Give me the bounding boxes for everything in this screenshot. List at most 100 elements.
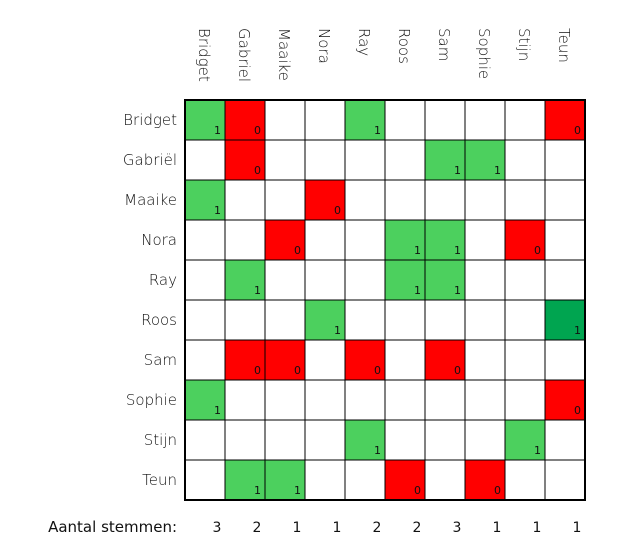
matrix-cell [465, 380, 505, 420]
cell-value: 0 [294, 244, 301, 257]
column-label-ray: Ray [355, 28, 373, 56]
matrix-cell [225, 420, 265, 460]
cell-value: 1 [254, 484, 261, 497]
matrix-cell [545, 300, 585, 340]
matrix-cell [385, 460, 425, 500]
matrix-cell [225, 220, 265, 260]
matrix-cell [345, 100, 385, 140]
matrix-cell [185, 340, 225, 380]
matrix-cell [545, 380, 585, 420]
matrix-cell [545, 100, 585, 140]
row-label-sam: Sam [144, 351, 177, 369]
matrix-cell [545, 220, 585, 260]
matrix-cell [425, 100, 465, 140]
total-count: 1 [573, 520, 582, 536]
matrix-cell [305, 180, 345, 220]
matrix-border [184, 99, 586, 501]
matrix-cell [465, 460, 505, 500]
matrix-cell [545, 180, 585, 220]
matrix-cell [385, 220, 425, 260]
matrix-cell [545, 340, 585, 380]
matrix-cell [185, 180, 225, 220]
matrix-cell [425, 380, 465, 420]
cell-value: 0 [254, 164, 261, 177]
column-label-teun: Teun [555, 28, 573, 63]
cell-value: 0 [254, 124, 261, 137]
matrix-cell [465, 340, 505, 380]
matrix-cell [185, 220, 225, 260]
matrix-cell [545, 420, 585, 460]
column-label-nora: Nora [315, 28, 333, 64]
total-count: 2 [373, 520, 382, 536]
column-label-roos: Roos [395, 28, 413, 64]
matrix-cell [265, 340, 305, 380]
cell-value: 0 [414, 484, 421, 497]
matrix-cell [505, 220, 545, 260]
cell-value: 1 [294, 484, 301, 497]
matrix-cell [465, 180, 505, 220]
matrix-cell [385, 100, 425, 140]
matrix-cell [545, 260, 585, 300]
matrix-cell [185, 300, 225, 340]
totals-label: Aantal stemmen: [48, 518, 177, 536]
cell-value: 0 [254, 364, 261, 377]
cell-value: 1 [454, 284, 461, 297]
matrix-cell [385, 300, 425, 340]
row-label-sophie: Sophie [126, 391, 177, 409]
matrix-cell [185, 420, 225, 460]
matrix-cell [465, 420, 505, 460]
matrix-cell [345, 420, 385, 460]
matrix-cell [305, 420, 345, 460]
matrix-cell [425, 220, 465, 260]
cell-value: 1 [494, 164, 501, 177]
matrix-cell [385, 380, 425, 420]
cell-value: 1 [254, 284, 261, 297]
cell-value: 0 [334, 204, 341, 217]
matrix-cell [505, 420, 545, 460]
matrix-cell [305, 380, 345, 420]
matrix-cell [385, 180, 425, 220]
row-label-nora: Nora [141, 231, 177, 249]
cell-value: 0 [534, 244, 541, 257]
matrix-cell [225, 300, 265, 340]
matrix-cell [225, 340, 265, 380]
row-label-roos: Roos [141, 311, 177, 329]
matrix-cell [425, 140, 465, 180]
row-label-bridget: Bridget [123, 111, 177, 129]
matrix-cell [545, 140, 585, 180]
matrix-cell [305, 260, 345, 300]
row-label-teun: Teun [142, 471, 177, 489]
matrix-cell [505, 100, 545, 140]
matrix-cell [505, 180, 545, 220]
matrix-cell [465, 220, 505, 260]
cell-value: 1 [454, 164, 461, 177]
matrix-cell [305, 340, 345, 380]
matrix-cell [345, 380, 385, 420]
matrix-cell [225, 140, 265, 180]
matrix-cell [505, 340, 545, 380]
matrix-cell [505, 460, 545, 500]
matrix-cell [345, 260, 385, 300]
cell-value: 0 [574, 124, 581, 137]
matrix-cell [265, 220, 305, 260]
matrix-cell [345, 460, 385, 500]
matrix-cell [185, 100, 225, 140]
matrix-cell [505, 380, 545, 420]
matrix-cell [425, 180, 465, 220]
matrix-cell [225, 180, 265, 220]
matrix-cell [265, 180, 305, 220]
matrix-gridlines [184, 99, 586, 501]
column-label-stijn: Stijn [515, 28, 533, 61]
cell-value: 1 [374, 124, 381, 137]
matrix-cell [345, 340, 385, 380]
column-labels: Bridget Gabriel Maaike Nora Ray Roos Sam Sophie… [195, 28, 573, 82]
matrix-cell [225, 380, 265, 420]
matrix-cell [185, 260, 225, 300]
matrix-cell [265, 140, 305, 180]
matrix-cell [305, 460, 345, 500]
cell-value: 1 [574, 324, 581, 337]
matrix-cell [265, 260, 305, 300]
matrix-cell [305, 220, 345, 260]
matrix-cell [425, 300, 465, 340]
total-count: 1 [333, 520, 342, 536]
